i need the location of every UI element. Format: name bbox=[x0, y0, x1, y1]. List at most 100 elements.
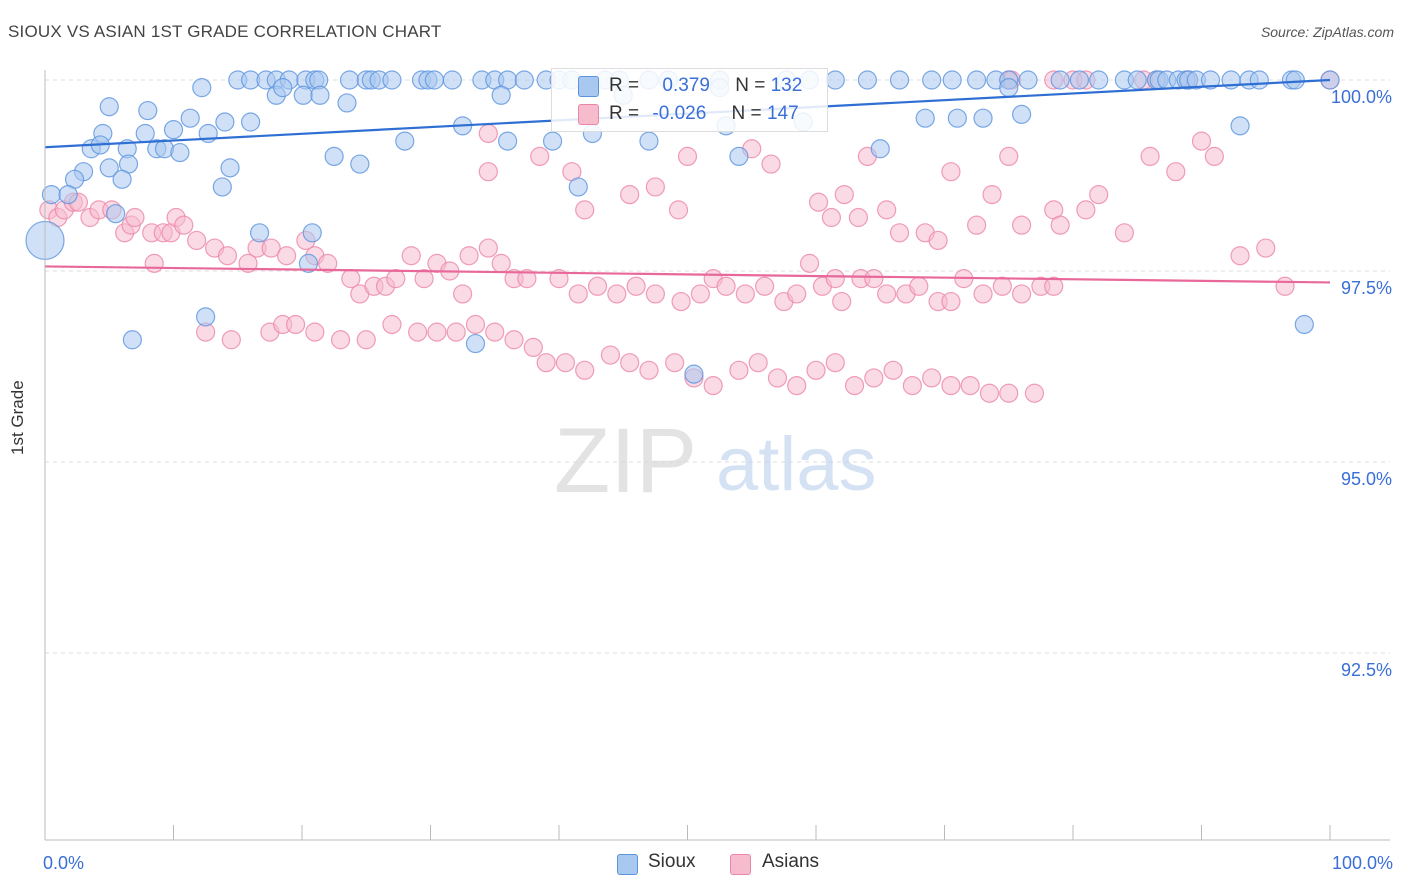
watermark-zip: ZIP bbox=[554, 410, 697, 512]
asians-point bbox=[517, 269, 537, 289]
sioux-point bbox=[337, 93, 357, 113]
asians-point bbox=[825, 269, 845, 289]
asians-point bbox=[1256, 238, 1276, 258]
asians-point bbox=[305, 322, 325, 342]
asians-point bbox=[1140, 146, 1160, 166]
asians-point bbox=[459, 246, 479, 266]
sioux-point bbox=[1230, 116, 1250, 136]
asians-point bbox=[626, 276, 646, 296]
sioux-point bbox=[498, 131, 518, 151]
sioux-points bbox=[25, 70, 1340, 384]
sioux-point bbox=[196, 307, 216, 327]
sioux-point bbox=[220, 158, 240, 178]
asians-point bbox=[922, 368, 942, 388]
sioux-point bbox=[889, 70, 910, 90]
asians-point bbox=[620, 185, 640, 205]
sioux-point bbox=[58, 185, 78, 205]
asians-point bbox=[575, 200, 595, 220]
y-tick-label: 97.5% bbox=[1341, 278, 1392, 298]
asians-r-row: R = -0.026 N = 147 bbox=[609, 103, 799, 125]
sioux-point bbox=[491, 85, 511, 105]
asians-point bbox=[217, 246, 238, 266]
watermark-atlas: atlas bbox=[716, 422, 877, 507]
asians-n-value: 147 bbox=[766, 103, 799, 124]
asians-point bbox=[864, 368, 884, 388]
asians-point bbox=[446, 322, 466, 342]
asians-point bbox=[973, 284, 993, 304]
sioux-point bbox=[215, 112, 235, 132]
asians-point bbox=[285, 314, 306, 335]
asians-point bbox=[187, 230, 207, 251]
sioux-point bbox=[1285, 70, 1305, 90]
asians-point bbox=[478, 123, 498, 144]
sioux-point bbox=[170, 142, 190, 163]
sioux-point bbox=[999, 78, 1019, 98]
correlation-legend: R = 0.379 N = 132 R = -0.026 N = 147 bbox=[551, 68, 828, 132]
asians-point bbox=[806, 360, 826, 380]
sioux-point bbox=[293, 85, 313, 105]
asians-point bbox=[799, 253, 820, 273]
asians-point bbox=[754, 276, 775, 296]
sioux-point bbox=[135, 123, 155, 144]
asians-point bbox=[668, 200, 689, 220]
asians-point bbox=[889, 223, 910, 243]
asians-point bbox=[703, 376, 723, 396]
sioux-point bbox=[967, 70, 987, 90]
asians-point bbox=[1191, 131, 1212, 151]
sioux-swatch bbox=[578, 76, 599, 97]
asians-point bbox=[825, 353, 845, 373]
sioux-point bbox=[729, 146, 749, 166]
asians-point bbox=[1166, 162, 1186, 182]
asians-point bbox=[992, 276, 1012, 296]
asians-point bbox=[645, 177, 665, 197]
asians-point bbox=[1275, 276, 1295, 296]
sioux-point bbox=[302, 223, 322, 243]
y-tick-label: 95.0% bbox=[1341, 469, 1392, 489]
asians-point bbox=[960, 376, 980, 396]
asians-r-value: -0.026 bbox=[652, 103, 707, 124]
sioux-point bbox=[973, 108, 993, 128]
asians-point bbox=[877, 284, 897, 304]
sioux-point bbox=[99, 97, 119, 117]
sioux-point bbox=[192, 78, 212, 98]
sioux-point bbox=[106, 204, 126, 224]
asians-point bbox=[1044, 276, 1064, 296]
asians-point bbox=[427, 322, 447, 342]
sioux-n-value: 132 bbox=[770, 75, 803, 96]
y-tick-label: 92.5% bbox=[1341, 660, 1392, 680]
asians-point bbox=[832, 291, 852, 312]
sioux-point bbox=[1089, 70, 1109, 90]
asians-point bbox=[1024, 383, 1045, 403]
asians-point bbox=[620, 353, 640, 373]
asians-point bbox=[485, 322, 505, 342]
asians-point bbox=[221, 330, 241, 350]
sioux-point bbox=[273, 78, 293, 98]
sioux-point bbox=[942, 70, 962, 90]
asians-point bbox=[982, 185, 1002, 205]
asians-point bbox=[941, 162, 961, 182]
asians-point bbox=[877, 200, 897, 220]
chart-title: SIOUX VS ASIAN 1ST GRADE CORRELATION CHA… bbox=[8, 22, 442, 41]
asians-point bbox=[504, 330, 524, 350]
asians-point bbox=[787, 284, 807, 304]
asians-point bbox=[677, 146, 698, 166]
asians-point bbox=[530, 146, 550, 166]
asians-point bbox=[1204, 146, 1224, 166]
sioux-point bbox=[442, 70, 462, 90]
asians-point bbox=[386, 269, 406, 289]
asians-point bbox=[671, 291, 691, 312]
y-tick-label: 100.0% bbox=[1331, 87, 1392, 107]
sioux-point bbox=[922, 70, 942, 90]
asians-point bbox=[568, 284, 588, 304]
asians-point bbox=[587, 276, 608, 296]
asians-point bbox=[999, 383, 1019, 403]
asians-point bbox=[748, 353, 768, 373]
asians-point bbox=[909, 276, 929, 296]
source-label: Source: ZipAtlas.com bbox=[1260, 24, 1394, 40]
sioux-point bbox=[1200, 70, 1221, 90]
r-label: R = bbox=[609, 75, 640, 96]
legend-sioux-label: Sioux bbox=[648, 851, 696, 872]
asians-point bbox=[401, 246, 421, 266]
asians-point bbox=[356, 330, 376, 350]
